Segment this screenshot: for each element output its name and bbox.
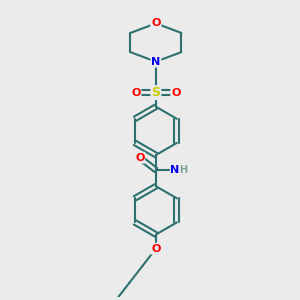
Text: N: N: [151, 57, 160, 67]
Text: S: S: [152, 86, 160, 99]
Text: N: N: [170, 165, 180, 175]
Text: O: O: [171, 88, 181, 98]
Text: O: O: [131, 88, 141, 98]
Text: O: O: [151, 244, 160, 254]
Text: H: H: [179, 165, 187, 175]
Text: O: O: [135, 153, 144, 163]
Text: O: O: [151, 18, 160, 28]
